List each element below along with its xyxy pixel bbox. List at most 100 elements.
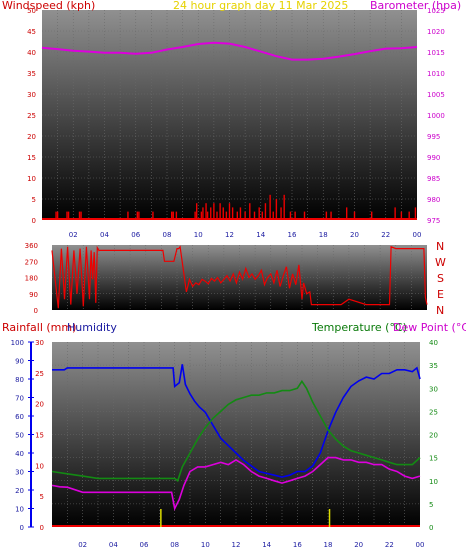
barometer-tick-label: 995 bbox=[427, 133, 440, 141]
humidity-tick-label: 50 bbox=[15, 432, 24, 440]
temperature-tick-label: 5 bbox=[429, 501, 433, 509]
windspeed-tick-label: 15 bbox=[27, 154, 36, 162]
rainfall-tick-label: 0 bbox=[40, 524, 44, 532]
wind-baro-grid bbox=[42, 10, 417, 220]
rainfall-tick-label: 10 bbox=[35, 462, 44, 470]
x-tick-label: 14 bbox=[256, 231, 265, 239]
humidity-tick-label: 100 bbox=[11, 339, 24, 347]
compass-label-north-bottom: N bbox=[436, 304, 444, 317]
x-tick-label: 08 bbox=[163, 231, 172, 239]
x-tick-label: 04 bbox=[100, 231, 109, 239]
dew-point-line bbox=[51, 456, 421, 511]
rainfall-tick-label: 20 bbox=[35, 401, 44, 409]
barometer-line bbox=[41, 41, 418, 61]
temp-humidity-panel: 0 10 20 30 40 50 60 70 80 90 100 0 5 10 15 20 25 30 0 5 10… bbox=[2, 321, 466, 549]
barometer-tick-label: 990 bbox=[427, 154, 440, 162]
x-tick-label: 10 bbox=[201, 541, 210, 549]
compass-label-east: E bbox=[437, 288, 444, 301]
rainfall-tick-label: 25 bbox=[35, 370, 44, 378]
direction-tick-label: 0 bbox=[34, 307, 38, 315]
barometer-tick-label: 1005 bbox=[427, 91, 445, 99]
temp-humidity-series bbox=[51, 364, 421, 527]
windspeed-tick-label: 50 bbox=[27, 7, 36, 15]
direction-tick-label: 90 bbox=[29, 291, 38, 299]
x-tick-label: 16 bbox=[293, 541, 302, 549]
wind-baro-series bbox=[41, 41, 418, 220]
rainfall-tick-label: 30 bbox=[35, 339, 44, 347]
x-tick-label: 20 bbox=[350, 231, 359, 239]
rainfall-tick-label: 5 bbox=[40, 493, 44, 501]
barometer-tick-label: 975 bbox=[427, 217, 440, 225]
temperature-tick-label: 30 bbox=[429, 385, 438, 393]
temp-humidity-grid bbox=[52, 342, 420, 527]
windspeed-tick-label: 35 bbox=[27, 70, 36, 78]
x-tick-label: 18 bbox=[324, 541, 333, 549]
temperature-tick-label: 35 bbox=[429, 362, 438, 370]
barometer-tick-label: 1010 bbox=[427, 70, 445, 78]
temperature-tick-label: 10 bbox=[429, 478, 438, 486]
rainfall-axis-ticks: 0 5 10 15 20 25 30 bbox=[35, 339, 44, 532]
wind-direction-panel: 0 90 180 270 360 N W S E N bbox=[25, 240, 446, 317]
x-tick-label: 00 bbox=[416, 541, 425, 549]
temperature-line bbox=[51, 379, 421, 483]
direction-tick-label: 360 bbox=[25, 242, 38, 250]
humidity-axis-label: Humidity bbox=[67, 321, 117, 334]
x-tick-label: 04 bbox=[109, 541, 118, 549]
barometer-tick-label: 1000 bbox=[427, 112, 445, 120]
humidity-tick-label: 90 bbox=[15, 358, 24, 366]
x-tick-label: 00 bbox=[413, 231, 422, 239]
windspeed-axis-ticks: 0 5 10 15 20 25 30 35 40 45 50 bbox=[27, 7, 36, 225]
windspeed-tick-label: 40 bbox=[27, 49, 36, 57]
windspeed-tick-label: 25 bbox=[27, 112, 36, 120]
barometer-tick-label: 1025 bbox=[427, 7, 445, 15]
temperature-tick-label: 0 bbox=[429, 524, 433, 532]
temperature-tick-label: 20 bbox=[429, 432, 438, 440]
barometer-tick-label: 1020 bbox=[427, 28, 445, 36]
direction-tick-label: 270 bbox=[25, 258, 38, 266]
direction-tick-label: 180 bbox=[25, 275, 38, 283]
compass-label-south: S bbox=[437, 272, 444, 285]
x-tick-label: 22 bbox=[385, 541, 394, 549]
wind-direction-series bbox=[51, 245, 428, 309]
humidity-tick-label: 80 bbox=[15, 376, 24, 384]
humidity-tick-label: 40 bbox=[15, 450, 24, 458]
wind-direction-ticks: 0 90 180 270 360 bbox=[25, 242, 38, 315]
barometer-tick-label: 985 bbox=[427, 175, 440, 183]
windspeed-axis-label: Windspeed (kph) bbox=[2, 0, 95, 12]
humidity-tick-label: 10 bbox=[15, 506, 24, 514]
windspeed-tick-label: 10 bbox=[27, 175, 36, 183]
x-tick-label: 06 bbox=[131, 231, 140, 239]
graph-title: 24 hour graph day 11 Mar 2025 bbox=[173, 0, 348, 12]
x-tick-label: 02 bbox=[78, 541, 87, 549]
barometer-axis-ticks: 975 980 985 990 995 1000 1005 1010 1015 1020 1025 bbox=[427, 7, 445, 225]
wind-direction-line bbox=[51, 245, 428, 309]
rainfall-tick-label: 15 bbox=[35, 432, 44, 440]
compass-label-west: W bbox=[435, 256, 446, 269]
barometer-tick-label: 1015 bbox=[427, 49, 445, 57]
dew-point-axis-label: Dew Point (°C) bbox=[393, 321, 466, 334]
x-tick-label: 16 bbox=[288, 231, 297, 239]
temperature-tick-label: 15 bbox=[429, 455, 438, 463]
x-tick-label: 22 bbox=[381, 231, 390, 239]
humidity-tick-label: 70 bbox=[15, 395, 24, 403]
temperature-tick-label: 25 bbox=[429, 408, 438, 416]
temperature-axis-label: Temperature (°C) bbox=[311, 321, 407, 334]
humidity-axis-ticks: 0 10 20 30 40 50 60 70 80 90 100 bbox=[11, 339, 34, 532]
barometer-tick-label: 980 bbox=[427, 196, 440, 204]
x-tick-label: 14 bbox=[262, 541, 271, 549]
x-tick-label: 10 bbox=[194, 231, 203, 239]
windspeed-tick-label: 5 bbox=[32, 196, 36, 204]
windspeed-tick-label: 20 bbox=[27, 133, 36, 141]
x-tick-label: 12 bbox=[232, 541, 241, 549]
x-tick-label: 02 bbox=[69, 231, 78, 239]
wind-baro-x-ticks: 02 04 06 08 10 12 14 16 18 20 22 00 bbox=[69, 231, 422, 239]
windspeed-tick-label: 45 bbox=[27, 28, 36, 36]
windspeed-tick-label: 0 bbox=[32, 217, 36, 225]
barometer-axis-label: Barometer (hpa) bbox=[370, 0, 461, 12]
humidity-tick-label: 0 bbox=[20, 524, 24, 532]
windspeed-tick-label: 30 bbox=[27, 91, 36, 99]
temp-humidity-x-ticks: 02 04 06 08 10 12 14 16 18 20 22 00 bbox=[78, 541, 424, 549]
humidity-tick-label: 60 bbox=[15, 413, 24, 421]
